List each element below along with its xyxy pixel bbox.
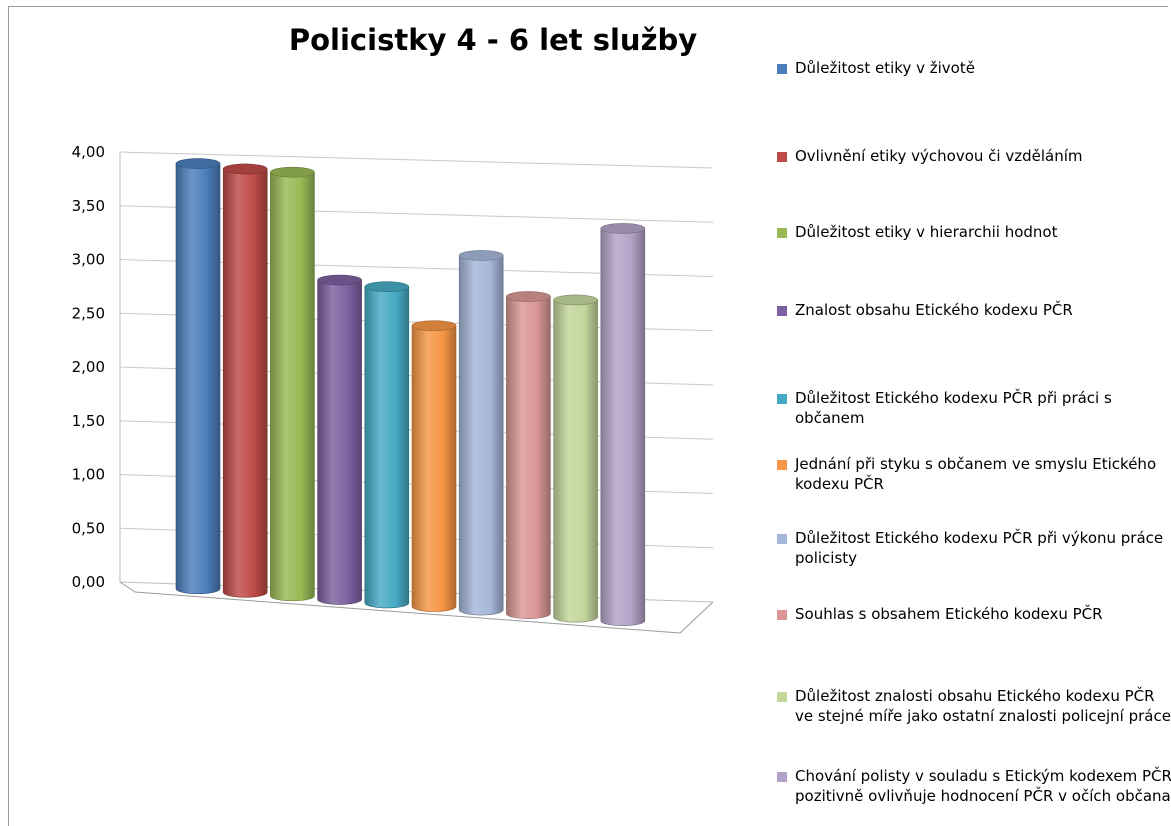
bar-top [600,223,646,234]
legend-swatch [777,64,787,74]
bar-body [364,286,410,609]
bar-top [411,320,457,331]
legend-swatch [777,692,787,702]
y-tick-label: 3,00 [72,251,105,269]
bar [553,294,598,623]
legend-label: Znalost obsahu Etického kodexu PČR [795,301,1073,319]
bar-top [222,163,268,175]
legend-label: Jednání při styku s občanem ve smyslu Et… [795,455,1157,493]
bar [506,291,551,619]
legend-swatch [777,152,787,162]
y-axis: 0,00 0,50 1,00 1,50 2,00 2,50 3,00 3,50 4,00 [72,143,105,591]
bar-body [411,325,457,612]
y-tick-label: 4,00 [72,143,105,161]
bar-top [364,281,410,292]
legend-label: Souhlas s obsahem Etického kodexu PČR [795,605,1103,623]
chart-frame [8,6,1168,826]
bar-top [317,274,362,286]
legend-label: Důležitost Etického kodexu PČR při práci… [795,389,1112,427]
chart-title: Policistky 4 - 6 let služby [288,23,698,57]
legend-label: Důležitost etiky v hierarchii hodnot [795,223,1058,241]
bar-body [270,171,315,602]
bar [411,320,457,612]
legend-label: Důležitost Etického kodexu PČR při výkon… [795,529,1164,567]
legend-label: Důležitost etiky v životě [795,59,975,77]
y-tick-label: 2,50 [72,304,105,322]
gridline [119,151,714,169]
legend: Důležitost etiky v životě Ovlivnění etiky… [775,58,1171,818]
bar-body [458,255,504,616]
legend-swatch [777,306,787,316]
bars [175,158,646,626]
bar [222,163,268,598]
bar-body [506,296,551,619]
bar [270,166,315,602]
bar-body [553,299,598,623]
legend-label: Chování polisty v souladu s Etickým kode… [795,767,1171,805]
y-tick-label: 2,00 [72,358,105,376]
legend-label: Důležitost znalosti obsahu Etického kode… [795,687,1171,725]
y-tick-label: 3,50 [72,197,105,215]
legend-swatch [777,772,787,782]
floor-edge [119,581,714,634]
bar [175,158,221,595]
y-tick-label: 1,00 [72,466,105,484]
bar [364,281,410,609]
bar-top [458,250,504,261]
legend-swatch [777,394,787,404]
bar [458,250,504,616]
bar [600,223,646,626]
y-tick-label: 0,00 [72,573,105,591]
bar-top [175,158,221,169]
bar [317,274,362,605]
bar-body [600,228,646,626]
bar-body [317,279,362,605]
bar-top [506,291,551,302]
y-tick-label: 1,50 [72,412,105,430]
legend-label: Ovlivnění etiky výchovou či vzděláním [795,147,1083,165]
bar-body [175,163,221,595]
bar-top [553,294,598,306]
legend-swatch [777,228,787,238]
legend-swatch [777,460,787,470]
legend-swatch [777,534,787,544]
legend-swatch [777,610,787,620]
bar-top [270,166,315,178]
y-tick-label: 0,50 [72,519,105,537]
bar-body [222,168,268,598]
